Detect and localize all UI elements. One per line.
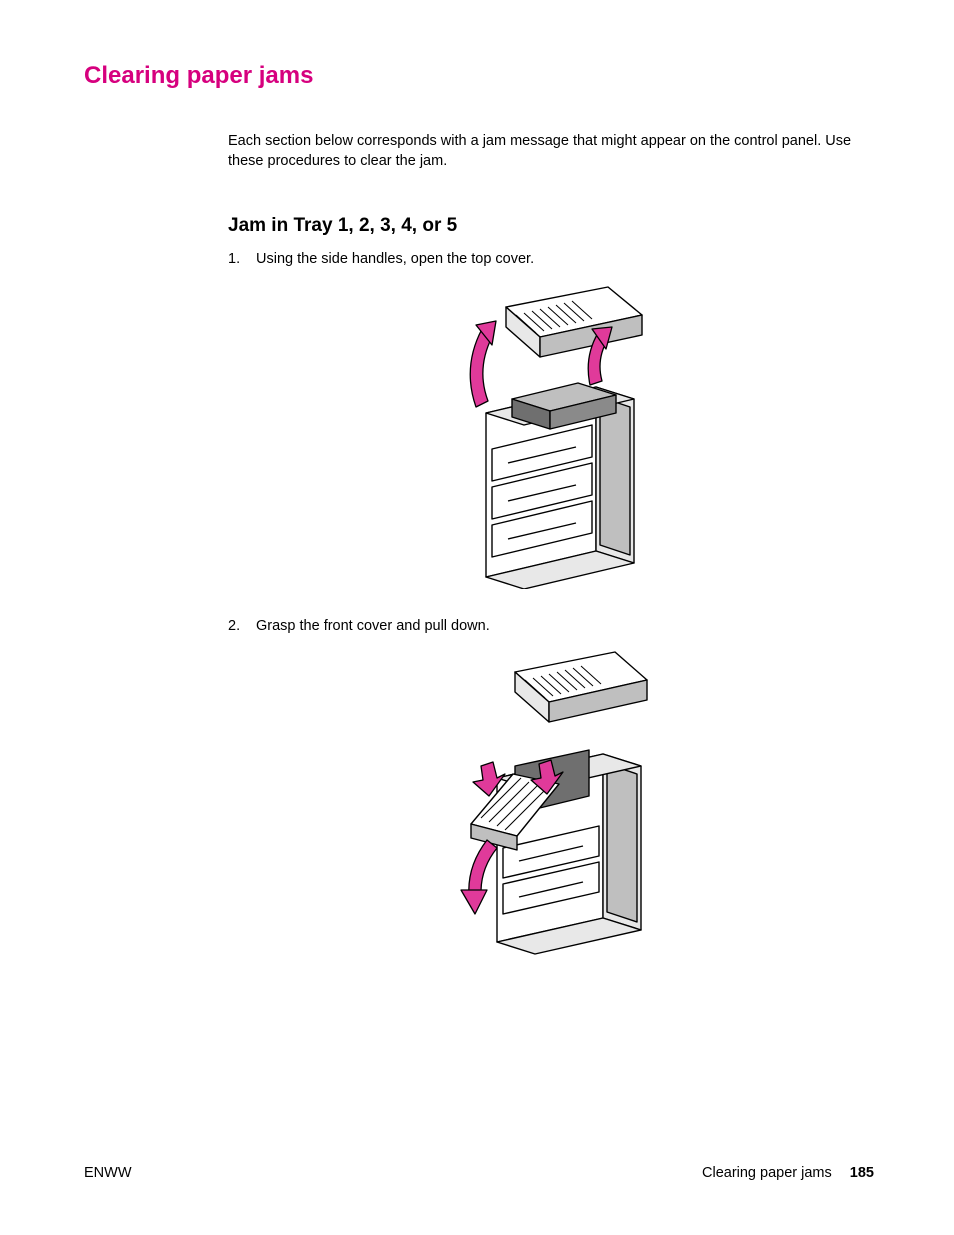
- figure-1: [446, 279, 656, 594]
- figure-2: [441, 646, 661, 961]
- step-number: 1.: [228, 251, 256, 267]
- step-number: 2.: [228, 618, 256, 634]
- figure-2-wrap: [228, 646, 874, 961]
- step-item: 1. Using the side handles, open the top …: [228, 251, 874, 267]
- step-text: Grasp the front cover and pull down.: [256, 618, 874, 634]
- page: Clearing paper jams Each section below c…: [0, 0, 954, 1235]
- intro-paragraph: Each section below corresponds with a ja…: [228, 132, 874, 171]
- page-title: Clearing paper jams: [84, 62, 874, 90]
- page-footer: ENWW Clearing paper jams 185: [84, 1165, 874, 1181]
- section-heading: Jam in Tray 1, 2, 3, 4, or 5: [228, 215, 874, 237]
- footer-left: ENWW: [84, 1165, 132, 1181]
- step-text: Using the side handles, open the top cov…: [256, 251, 874, 267]
- figure-1-wrap: [228, 279, 874, 594]
- footer-right: Clearing paper jams 185: [702, 1165, 874, 1181]
- steps-list: 1. Using the side handles, open the top …: [228, 251, 874, 961]
- footer-section-label: Clearing paper jams: [702, 1165, 832, 1181]
- step-item: 2. Grasp the front cover and pull down.: [228, 618, 874, 634]
- page-number: 185: [850, 1165, 874, 1181]
